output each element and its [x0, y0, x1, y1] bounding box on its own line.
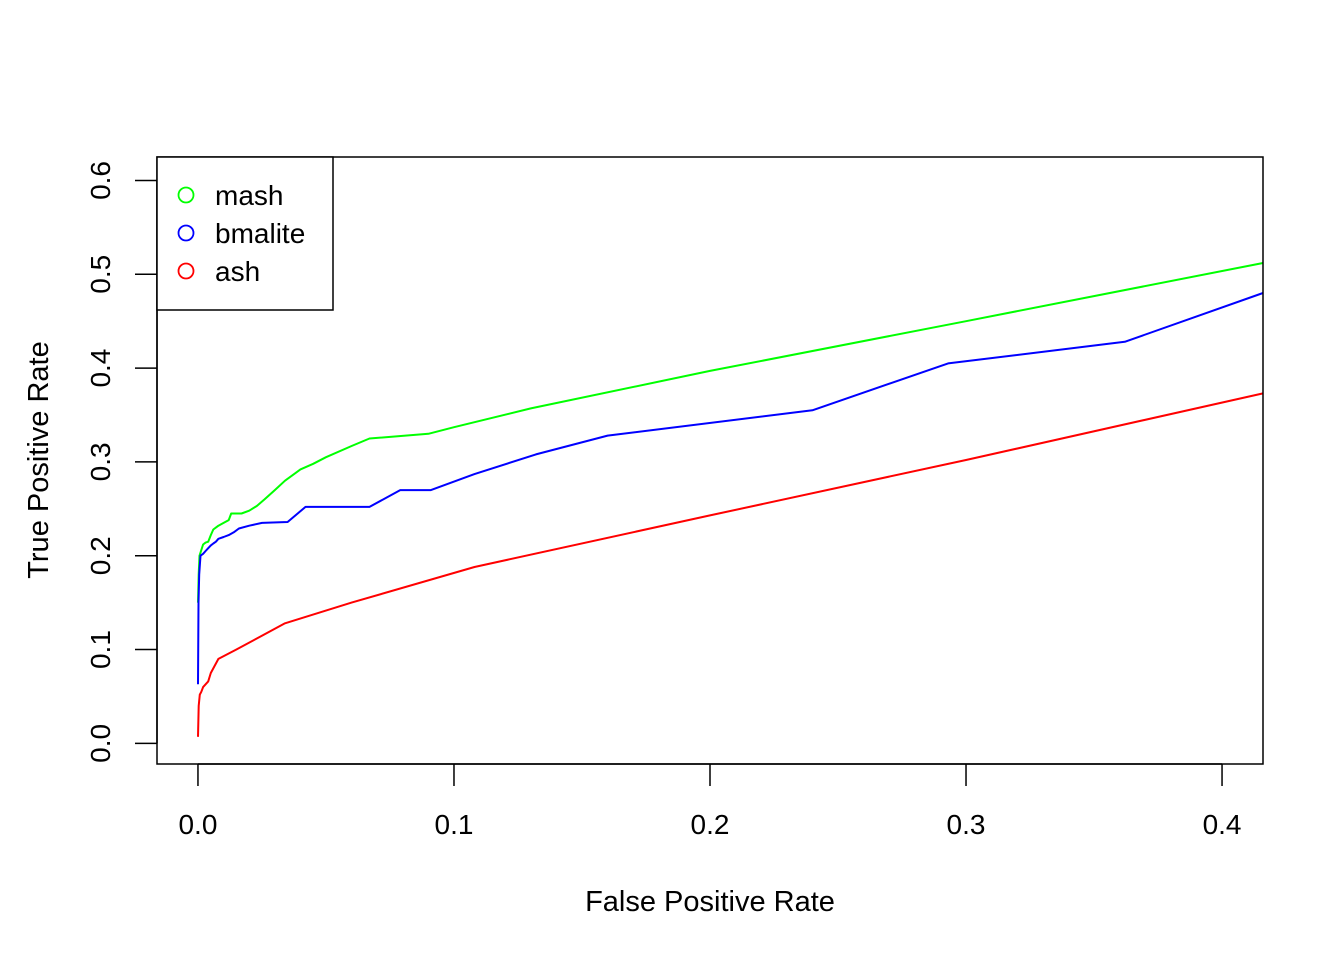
- y-tick-label: 0.6: [85, 161, 116, 200]
- legend: mash bmalite ash: [156, 156, 334, 311]
- y-tick-label: 0.5: [85, 255, 116, 294]
- legend-marker-mash: [177, 186, 195, 204]
- legend-label-bmalite: bmalite: [215, 218, 305, 249]
- series-line-ash: [197, 392, 1264, 737]
- y-tick-label: 0.2: [85, 536, 116, 575]
- x-tick-label: 0.0: [178, 809, 217, 840]
- legend-marker-ash: [177, 262, 195, 280]
- series-line-bmalite: [197, 292, 1264, 685]
- legend-label-ash: ash: [215, 256, 260, 287]
- series-line-mash: [197, 262, 1264, 603]
- x-axis-title: False Positive Rate: [585, 886, 835, 918]
- x-tick-label: 0.1: [435, 809, 474, 840]
- legend-box: [156, 156, 334, 311]
- legend-label-mash: mash: [215, 180, 283, 211]
- series-lines: [197, 262, 1264, 737]
- x-tick-label: 0.3: [947, 809, 986, 840]
- x-tick-label: 0.2: [691, 809, 730, 840]
- y-tick-label: 0.3: [85, 442, 116, 481]
- y-tick-label: 0.0: [85, 724, 116, 763]
- x-tick-label: 0.4: [1203, 809, 1242, 840]
- y-axis-title: True Positive Rate: [23, 341, 55, 578]
- y-tick-label: 0.4: [85, 349, 116, 388]
- x-axis: 0.0 0.1 0.2 0.3 0.4: [178, 763, 1242, 840]
- y-axis: 0.0 0.1 0.2 0.3 0.4 0.5 0.6: [85, 161, 158, 763]
- legend-marker-bmalite: [177, 224, 195, 242]
- y-tick-label: 0.1: [85, 630, 116, 669]
